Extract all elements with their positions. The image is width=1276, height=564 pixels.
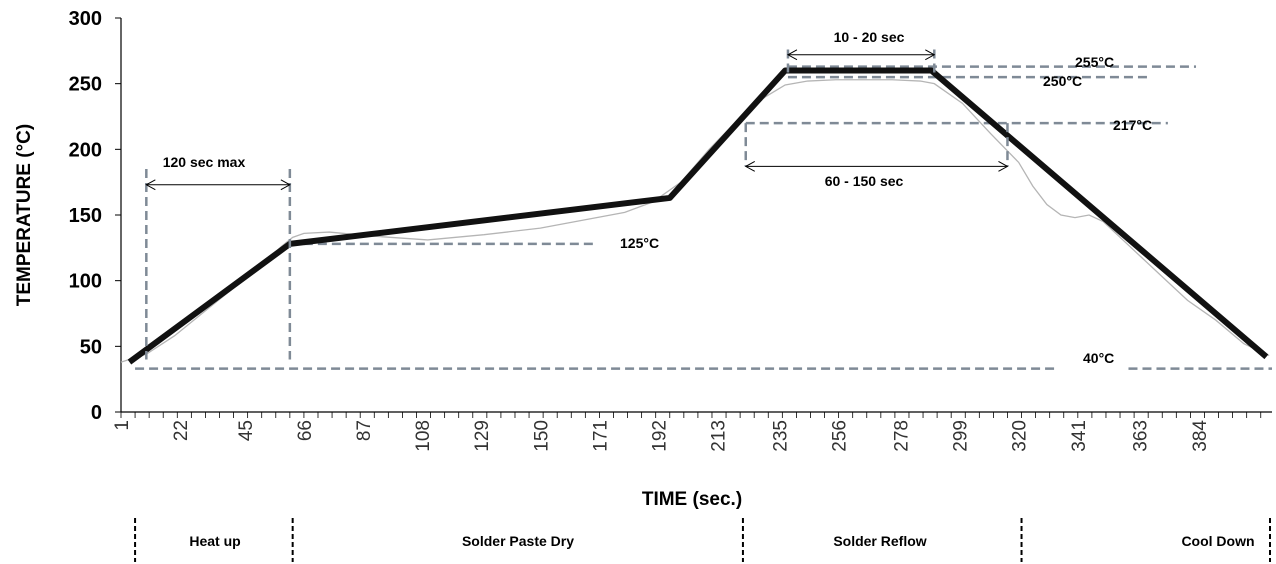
reference-line-label: 250°C [1043, 73, 1082, 89]
x-tick-label: 171 [590, 420, 611, 452]
reference-line-label: 125°C [620, 235, 659, 251]
arrow-head [925, 49, 936, 61]
window-label: 10 - 20 sec [834, 29, 905, 45]
x-tick-label: 192 [650, 420, 671, 452]
y-tick-label: 200 [69, 139, 102, 161]
arrow-head [280, 179, 291, 191]
annotations: 120 sec max 10 - 20 sec 60 - 150 sec [145, 29, 1009, 360]
x-tick-label: 363 [1131, 420, 1152, 452]
axes: 0 50 100 150 200 250 300 1 22 45 66 87 108 129 150 171 1… [69, 8, 1272, 452]
phase-bar: Heat up Solder Paste Dry Solder Reflow Cool… [134, 518, 1271, 562]
measured-line [120, 79, 1270, 363]
arrow-head [998, 161, 1009, 172]
measured-series [120, 79, 1270, 363]
phase-label: Solder Paste Dry [462, 533, 574, 549]
x-tick-label: 235 [771, 420, 792, 452]
x-axis-title: TIME (sec.) [642, 489, 742, 510]
y-tick-label: 150 [69, 205, 102, 227]
x-tick-label: 278 [892, 420, 913, 452]
x-tick-label: 22 [171, 420, 192, 441]
phase-label: Solder Reflow [833, 533, 926, 549]
x-tick-label: 213 [709, 420, 730, 452]
x-tick-label: 384 [1190, 420, 1211, 452]
x-tick-label: 87 [354, 420, 375, 441]
reference-line-label: 40°C [1083, 350, 1114, 366]
x-tick-label: 66 [295, 420, 316, 441]
x-tick-label: 150 [531, 420, 552, 452]
x-tick-label: 45 [236, 420, 257, 441]
y-tick-label: 250 [69, 74, 102, 96]
phase-label: Heat up [189, 533, 240, 549]
x-tick-label: 341 [1069, 420, 1090, 452]
x-tick-label: 129 [472, 420, 493, 452]
reference-line-label: 255°C [1075, 54, 1114, 70]
profile-line [127, 67, 1269, 365]
y-tick-label: 0 [91, 402, 102, 424]
arrow-head [786, 49, 798, 61]
x-tick-label: 256 [830, 420, 851, 452]
arrow-head [744, 161, 755, 172]
y-tick-label: 300 [69, 8, 102, 30]
y-axis-title: TEMPERATURE (°C) [14, 124, 35, 306]
y-tick-label: 50 [80, 336, 102, 358]
y-tick-label: 100 [69, 271, 102, 293]
x-tick-label: 108 [413, 420, 434, 452]
reference-line-label: 217°C [1113, 117, 1152, 133]
arrow-head [145, 179, 156, 191]
profile-series [127, 67, 1269, 365]
phase-label: Cool Down [1181, 533, 1254, 549]
x-tick-label: 1 [112, 420, 133, 431]
x-tick-label: 299 [951, 420, 972, 452]
reference-lines: 255°C 250°C 217°C 125°C 40°C [135, 54, 1272, 370]
window-label: 60 - 150 sec [825, 173, 904, 189]
x-tick-label: 320 [1010, 420, 1031, 452]
window-label: 120 sec max [163, 154, 246, 170]
